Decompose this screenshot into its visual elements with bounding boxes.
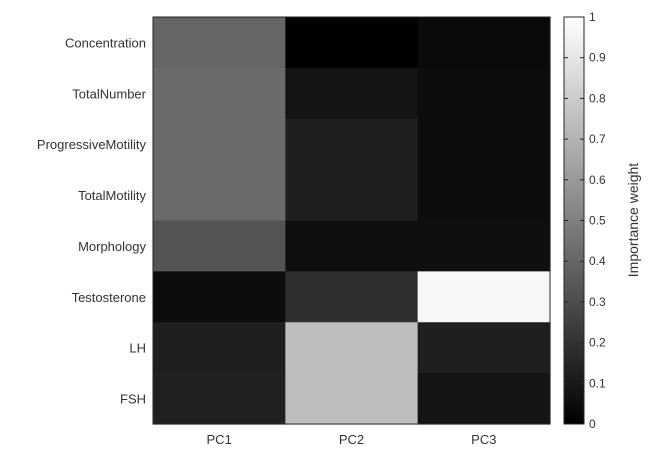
heatmap-cell bbox=[153, 118, 286, 171]
heatmap-cell bbox=[153, 322, 286, 374]
colorbar-label: Importance weight bbox=[625, 163, 641, 278]
heatmap-cell bbox=[285, 322, 419, 374]
colorbar-tick-label: 0.8 bbox=[589, 91, 606, 105]
heatmap-cell bbox=[285, 220, 419, 272]
heatmap-cell bbox=[153, 220, 286, 272]
colorbar-tick-label: 0 bbox=[589, 417, 596, 431]
heatmap-cell bbox=[285, 169, 419, 222]
heatmap-cell bbox=[153, 373, 286, 425]
heatmap-cell bbox=[153, 271, 286, 323]
colorbar-tick-label: 0.9 bbox=[589, 51, 606, 65]
x-tick-label: PC2 bbox=[339, 432, 364, 447]
colorbar-tick-label: 0.4 bbox=[589, 254, 606, 268]
y-tick-label: LH bbox=[129, 341, 146, 356]
heatmap-cell bbox=[417, 373, 551, 425]
heatmap-cell bbox=[285, 17, 419, 69]
heatmap-cell bbox=[153, 17, 286, 69]
x-tick-label: PC3 bbox=[471, 432, 496, 447]
colorbar-tick-label: 0.2 bbox=[589, 336, 606, 350]
y-tick-label: Morphology bbox=[78, 239, 146, 254]
heatmap-cell bbox=[417, 220, 551, 272]
colorbar-tick-label: 0.7 bbox=[589, 132, 606, 146]
y-tick-label: TotalMotility bbox=[78, 188, 146, 203]
heatmap-cell bbox=[285, 67, 419, 120]
heatmap-cell bbox=[417, 169, 551, 222]
heatmap-cell bbox=[285, 271, 419, 323]
y-tick-label: Testosterone bbox=[72, 290, 146, 305]
heatmap-cell bbox=[417, 118, 551, 171]
heatmap-cells bbox=[153, 17, 551, 425]
heatmap-cell bbox=[417, 17, 551, 69]
colorbar-tick-label: 0.6 bbox=[589, 173, 606, 187]
colorbar-tick-label: 0.1 bbox=[589, 376, 606, 390]
y-tick-label: ProgressiveMotility bbox=[37, 137, 147, 152]
y-tick-labels: Concentration TotalNumber ProgressiveMotil… bbox=[37, 35, 147, 406]
heatmap-cell bbox=[285, 118, 419, 171]
x-tick-labels: PC1 PC2 PC3 bbox=[207, 432, 497, 447]
heatmap-cell bbox=[417, 67, 551, 120]
plot-frame bbox=[152, 16, 551, 425]
colorbar-tick-label: 1 bbox=[589, 10, 596, 24]
colorbar-tick-label: 0.3 bbox=[589, 295, 606, 309]
heatmap-cell bbox=[153, 67, 286, 120]
y-tick-label: Concentration bbox=[65, 35, 146, 50]
y-tick-label: TotalNumber bbox=[72, 86, 146, 101]
x-tick-label: PC1 bbox=[207, 432, 232, 447]
colorbar-tick-label: 0.5 bbox=[589, 214, 606, 228]
heatmap-cell bbox=[417, 322, 551, 374]
colorbar-ticks: 0 0.1 0.2 0.3 0.4 0.5 0.6 0.7 0.8 0.9 1 bbox=[564, 10, 606, 431]
heatmap-cell bbox=[153, 169, 286, 222]
heatmap-cell bbox=[417, 271, 551, 323]
y-tick-label: FSH bbox=[120, 392, 146, 407]
heatmap-cell bbox=[285, 373, 419, 425]
